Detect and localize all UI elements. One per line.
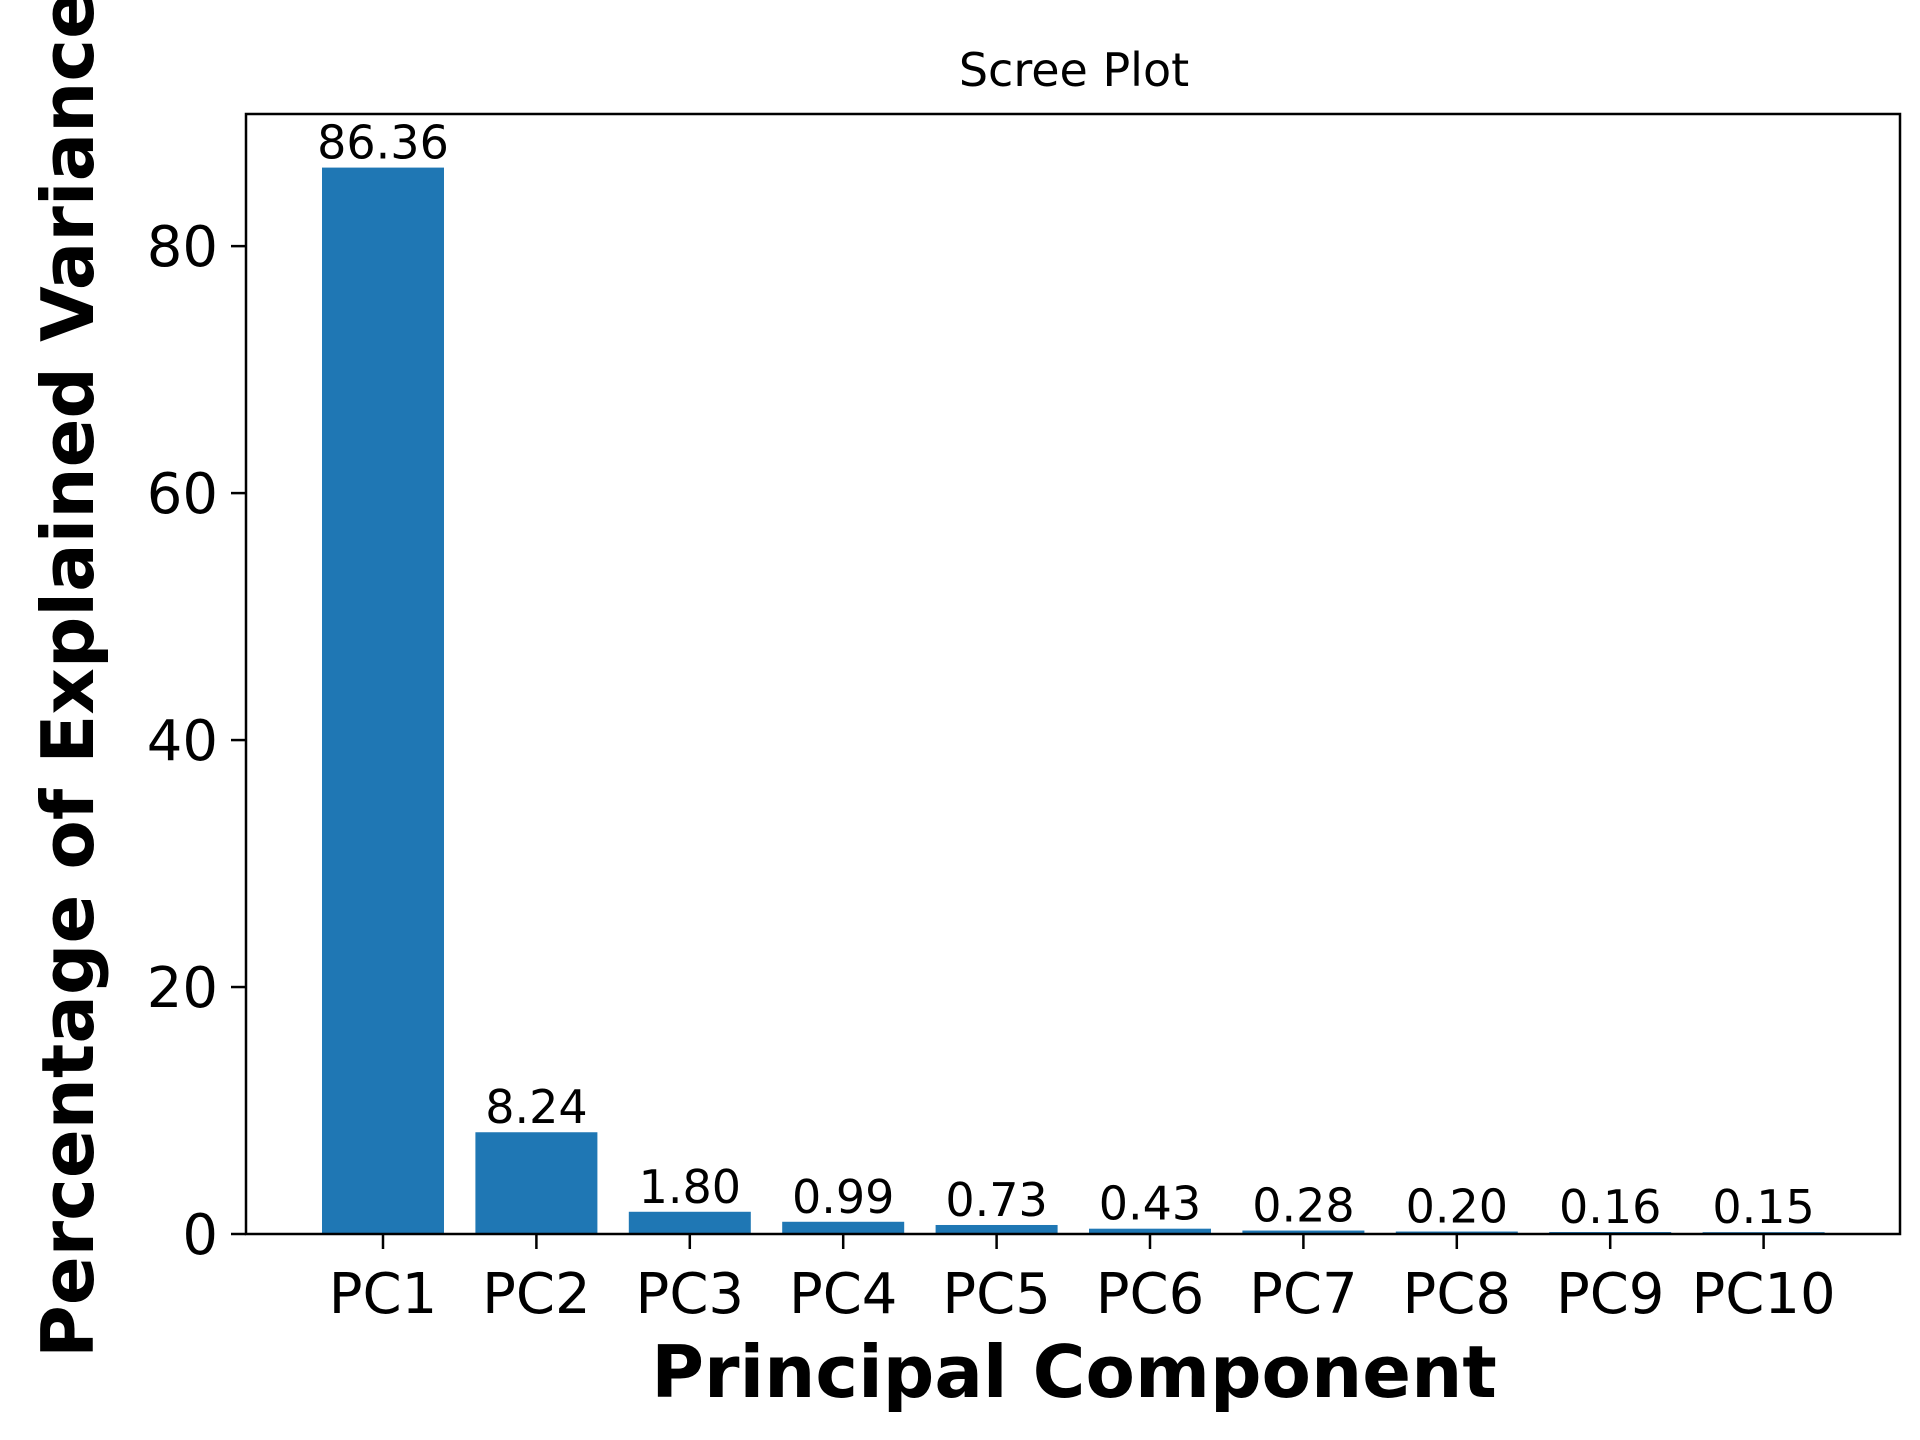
bar-pc7 [1242, 1230, 1365, 1234]
x-tick-label-pc3: PC3 [636, 1262, 745, 1327]
bar-pc6 [1089, 1228, 1211, 1234]
chart-title: Scree Plot [959, 43, 1189, 97]
x-tick-label-pc2: PC2 [482, 1262, 591, 1327]
y-tick-label-0: 0 [182, 1203, 218, 1268]
bars-group [322, 167, 1825, 1235]
data-label-pc2: 8.24 [485, 1080, 587, 1134]
plot-frame [244, 112, 1902, 1236]
y-tick-label-40: 40 [147, 709, 218, 774]
y-tick-label-80: 80 [147, 215, 218, 280]
data-label-pc5: 0.73 [945, 1173, 1047, 1227]
data-label-pc3: 1.80 [639, 1160, 741, 1214]
bar-pc4 [782, 1221, 905, 1234]
x-tick-label-pc1: PC1 [329, 1262, 438, 1327]
x-tick-label-pc10: PC10 [1692, 1262, 1836, 1327]
data-label-pc1: 86.36 [317, 116, 449, 170]
y-axis-label: Percentage of Explained Variance [26, 0, 110, 1358]
data-labels-group: 86.36 8.24 1.80 0.99 0.73 0.43 0.28 0.20 0.16 0.1… [317, 116, 1815, 1235]
data-label-pc6: 0.43 [1099, 1177, 1201, 1231]
bar-pc1 [322, 167, 444, 1235]
data-label-pc10: 0.15 [1712, 1180, 1814, 1234]
x-axis-label: Principal Component [651, 1330, 1497, 1414]
x-tick-label-pc6: PC6 [1096, 1262, 1205, 1327]
bar-pc5 [935, 1224, 1058, 1234]
y-tick-label-60: 60 [147, 462, 218, 527]
bar-pc3 [628, 1211, 751, 1234]
x-tick-label-pc5: PC5 [942, 1262, 1051, 1327]
data-label-pc9: 0.16 [1559, 1180, 1661, 1234]
data-label-pc4: 0.99 [792, 1170, 894, 1224]
x-tick-label-pc4: PC4 [789, 1262, 898, 1327]
bar-pc2 [475, 1132, 598, 1234]
data-label-pc7: 0.28 [1252, 1179, 1354, 1233]
data-label-pc8: 0.20 [1406, 1180, 1508, 1234]
x-tick-label-pc9: PC9 [1556, 1262, 1665, 1327]
x-axis-ticks: PC1 PC2 PC3 PC4 PC5 PC6 PC7 PC8 PC9 PC10 [329, 1234, 1836, 1327]
x-tick-label-pc8: PC8 [1403, 1262, 1512, 1327]
x-tick-label-pc7: PC7 [1249, 1262, 1358, 1327]
y-axis-ticks: 0 20 40 60 80 [147, 215, 246, 1268]
y-tick-label-20: 20 [147, 956, 218, 1021]
